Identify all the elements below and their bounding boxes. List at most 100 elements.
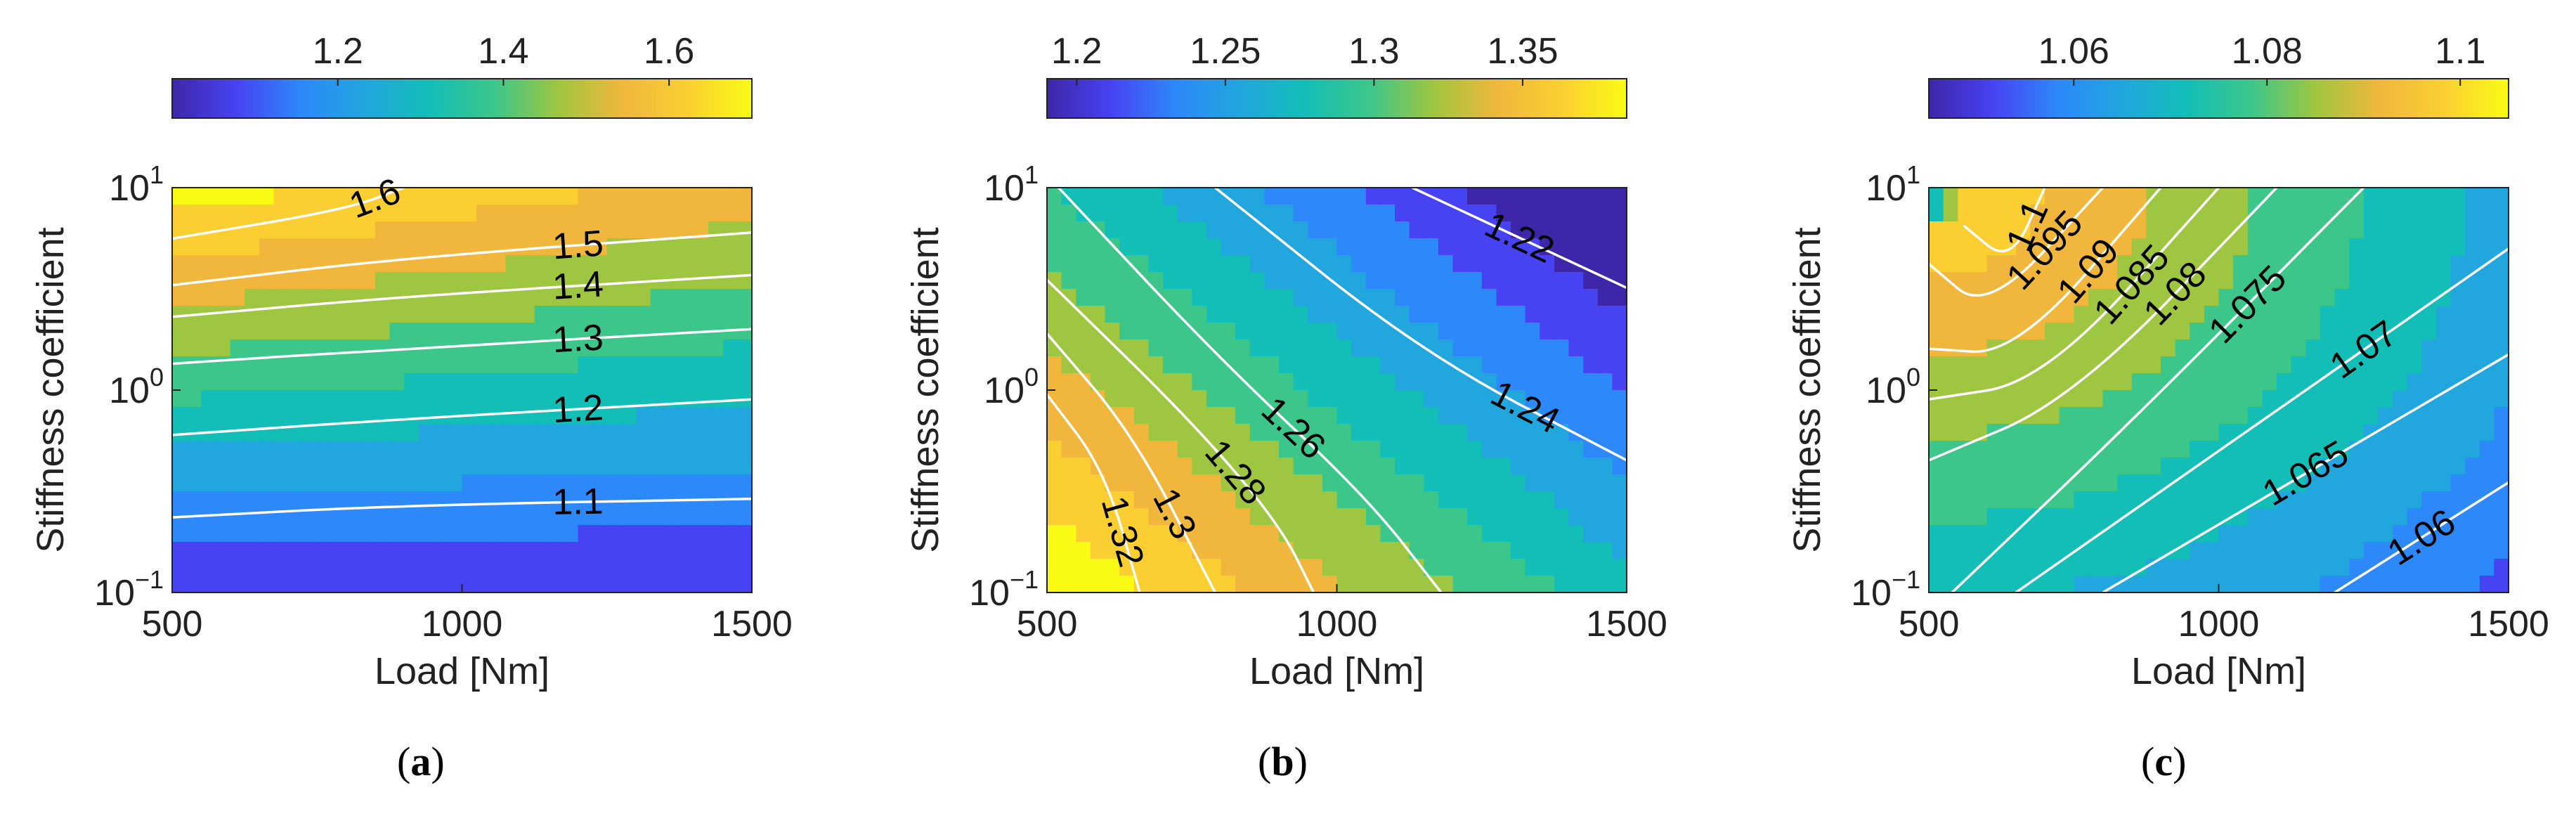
heatmap-cell xyxy=(1336,407,1353,425)
heatmap-cell xyxy=(1481,474,1497,492)
x-tick-label: 1000 xyxy=(2178,604,2260,645)
heatmap-cell xyxy=(2059,559,2075,576)
heatmap-cell xyxy=(1047,306,1062,323)
heatmap-cell xyxy=(1192,458,1207,475)
heatmap-cell xyxy=(447,289,463,306)
heatmap-cell xyxy=(1061,188,1077,205)
heatmap-cell xyxy=(1235,508,1251,526)
heatmap-cell xyxy=(2291,491,2307,509)
heatmap-cell xyxy=(404,559,419,576)
heatmap-cell xyxy=(1119,508,1135,526)
heatmap-cell xyxy=(490,525,507,543)
heatmap-cell xyxy=(1249,525,1266,543)
heatmap-cell xyxy=(2059,221,2075,239)
heatmap-cell xyxy=(737,508,752,526)
heatmap-cell xyxy=(1511,458,1526,475)
heatmap-cell xyxy=(346,542,362,559)
heatmap-cell xyxy=(1568,559,1585,576)
heatmap-cell xyxy=(1221,576,1237,592)
heatmap-cell xyxy=(215,474,231,492)
heatmap-cell xyxy=(2363,306,2379,323)
heatmap-cell xyxy=(346,576,362,592)
heatmap-cell xyxy=(2494,441,2509,458)
heatmap-cell xyxy=(2494,373,2509,391)
heatmap-cell xyxy=(1133,221,1150,239)
heatmap-cell xyxy=(2045,407,2060,425)
heatmap-cell xyxy=(2175,306,2191,323)
heatmap-cell xyxy=(1163,323,1178,340)
heatmap-cell xyxy=(2305,205,2321,222)
heatmap-cell xyxy=(2233,474,2249,492)
heatmap-cell xyxy=(1221,390,1237,408)
heatmap-cell xyxy=(1163,188,1178,205)
heatmap-cell xyxy=(2435,323,2452,340)
heatmap-cell xyxy=(1481,306,1497,323)
heatmap-cell xyxy=(1511,306,1526,323)
heatmap-cell xyxy=(2233,356,2249,374)
heatmap-cell xyxy=(1351,306,1367,323)
heatmap-cell xyxy=(1424,339,1439,357)
heatmap-cell xyxy=(1249,272,1266,290)
heatmap-cell xyxy=(2015,356,2031,374)
heatmap-cell xyxy=(520,323,535,340)
heatmap-cell xyxy=(1308,508,1323,526)
heatmap-cell xyxy=(1380,424,1396,441)
heatmap-cell xyxy=(1958,474,1973,492)
heatmap-cell xyxy=(2030,508,2045,526)
heatmap-cell xyxy=(389,576,405,592)
heatmap-cell xyxy=(201,289,216,306)
heatmap-cell xyxy=(2059,407,2075,425)
heatmap-cell xyxy=(2363,508,2379,526)
heatmap-cell xyxy=(1554,576,1570,592)
heatmap-cell xyxy=(1481,525,1497,543)
heatmap-cell xyxy=(2204,205,2220,222)
heatmap-cell xyxy=(592,323,608,340)
heatmap-cell xyxy=(621,339,637,357)
heatmap-cell xyxy=(1264,188,1280,205)
heatmap-cell xyxy=(1568,458,1585,475)
heatmap-cell xyxy=(1105,441,1121,458)
heatmap-cell xyxy=(1929,205,1944,222)
heatmap-cell xyxy=(708,508,724,526)
heatmap-cell xyxy=(722,542,739,559)
heatmap-cell xyxy=(1264,441,1280,458)
heatmap-cell xyxy=(1076,188,1091,205)
heatmap-cell xyxy=(636,339,651,357)
heatmap-cell xyxy=(1192,323,1207,340)
heatmap-cell xyxy=(549,205,564,222)
heatmap-cell xyxy=(2393,576,2408,592)
heatmap-cell xyxy=(2204,221,2220,239)
heatmap-cell xyxy=(2102,559,2119,576)
heatmap-cell xyxy=(2421,255,2437,273)
heatmap-cell xyxy=(1943,424,1959,441)
heatmap-cell xyxy=(273,491,289,509)
heatmap-cell xyxy=(389,559,405,576)
heatmap-cell xyxy=(1481,491,1497,509)
heatmap-cell xyxy=(2117,289,2133,306)
heatmap-cell xyxy=(2059,491,2075,509)
heatmap-cell xyxy=(302,205,318,222)
heatmap-cell xyxy=(2262,559,2277,576)
heatmap-cell xyxy=(1597,306,1613,323)
heatmap-cell xyxy=(1061,339,1077,357)
heatmap-cell xyxy=(2161,238,2176,256)
heatmap-cell xyxy=(1612,339,1627,357)
heatmap-cell xyxy=(2117,373,2133,391)
x-tick-label: 500 xyxy=(1017,604,1078,645)
heatmap-cell xyxy=(360,356,376,374)
heatmap-cell xyxy=(490,221,507,239)
heatmap-cell xyxy=(1511,373,1526,391)
heatmap-cell xyxy=(2074,441,2089,458)
heatmap-cell xyxy=(1972,458,1988,475)
heatmap-cell xyxy=(2190,576,2205,592)
heatmap-cell xyxy=(1409,576,1425,592)
heatmap-cell xyxy=(1163,542,1178,559)
heatmap-cell xyxy=(201,542,216,559)
heatmap-cell xyxy=(1119,339,1135,357)
heatmap-cell xyxy=(737,525,752,543)
heatmap-cell xyxy=(1221,306,1237,323)
heatmap-cell xyxy=(2102,474,2119,492)
heatmap-cell xyxy=(520,188,535,205)
heatmap-cell xyxy=(2102,424,2119,441)
heatmap-cell xyxy=(230,559,246,576)
